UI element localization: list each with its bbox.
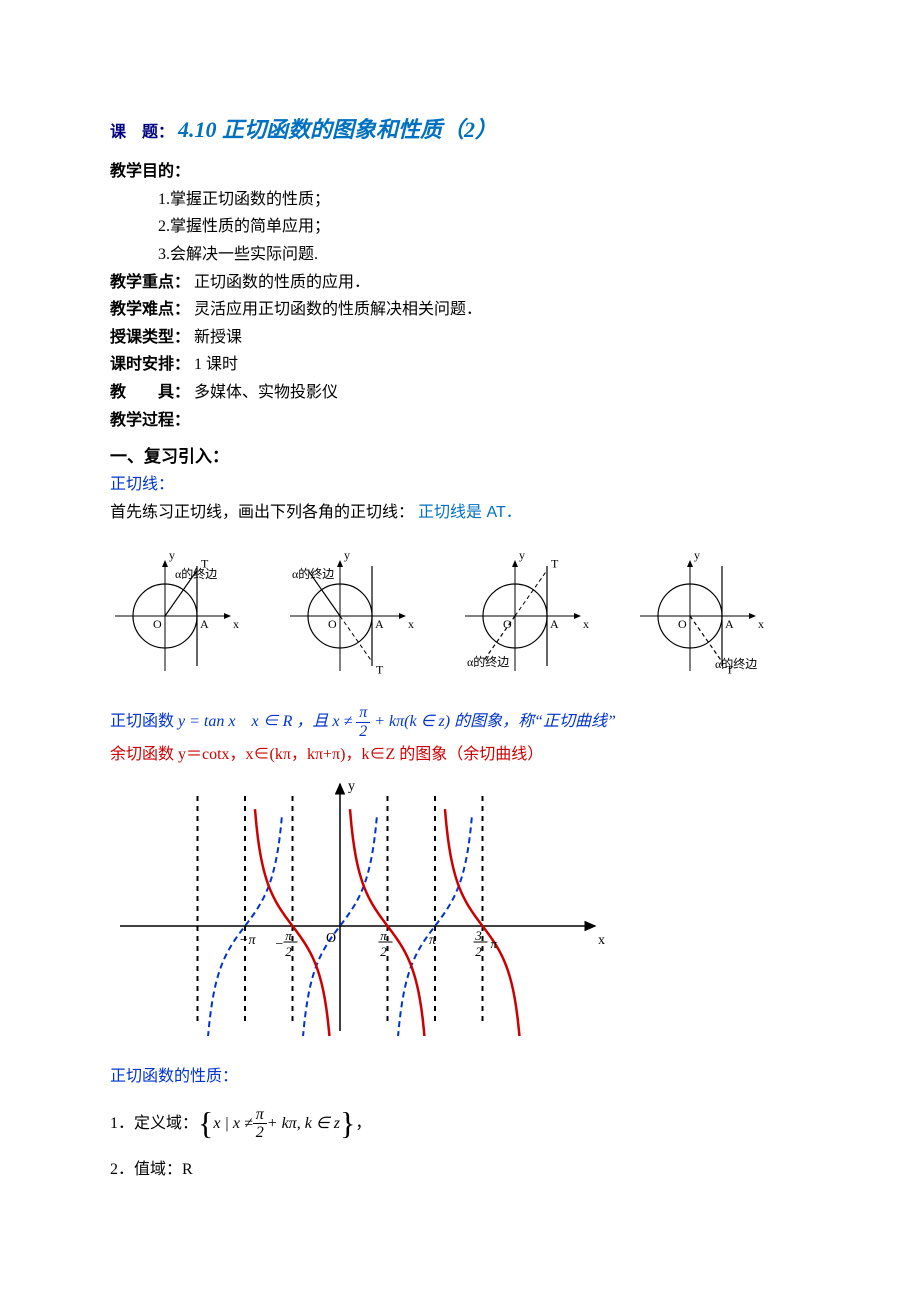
svg-text:x: x [233, 617, 239, 631]
prop1-suffix: + kπ, k ∈ z [267, 1111, 340, 1137]
tools-text: 多媒体、实物投影仪 [194, 384, 338, 401]
svg-text:π: π [491, 936, 498, 951]
svg-text:x: x [583, 617, 589, 631]
tangent-line-prefix: 首先练习正切线，画出下列各角的正切线： [110, 504, 414, 521]
svg-text:A: A [550, 617, 559, 631]
tan-prefix: 正切函数 [110, 713, 178, 730]
brace-right-icon: } [340, 1098, 355, 1149]
svg-text:T: T [551, 556, 559, 570]
cot-function-line: 余切函数 y＝cotx，x∈(kπ，kπ+π)，k∈Z 的图象（余切曲线） [110, 742, 810, 768]
key-text: 正切函数的性质的应用． [194, 274, 370, 291]
objective-2: 2.掌握性质的简单应用； [110, 214, 810, 240]
key-label: 教学重点： [110, 274, 190, 291]
lesson-type: 授课类型： 新授课 [110, 325, 810, 351]
prop1-comma: ， [355, 1111, 371, 1137]
type-label: 授课类型： [110, 329, 190, 346]
prop1-label: 1．定义域： [110, 1111, 198, 1137]
tools: 教 具： 多媒体、实物投影仪 [110, 380, 810, 406]
svg-text:y: y [694, 548, 700, 562]
periods-label: 课时安排： [110, 356, 190, 373]
review-heading: 一、复习引入： [110, 443, 810, 470]
svg-text:T: T [376, 662, 384, 676]
objective-1: 1.掌握正切函数的性质； [110, 187, 810, 213]
title-label: 课 题： [110, 124, 174, 141]
unit-circle-diagrams: yxOATα的终边yxOATα的终边yxOATα的终边yxOATα的终边 [110, 541, 810, 690]
svg-text:3: 3 [474, 928, 482, 943]
lesson-title: 课 题： 4.10 正切函数的图象和性质（2） [110, 112, 810, 147]
svg-text:y: y [169, 548, 175, 562]
svg-text:α的终边: α的终边 [175, 566, 217, 581]
svg-text:O: O [326, 931, 336, 946]
teaching-key: 教学重点： 正切函数的性质的应用． [110, 270, 810, 296]
tangent-line-label: 正切线： [110, 472, 810, 498]
svg-text:π: π [285, 928, 292, 943]
cot-chart-svg: yx−π−π2Oπ2π32π [110, 776, 610, 1036]
cot-tan-chart: yx−π−π2Oπ2π32π [110, 776, 810, 1045]
svg-text:x: x [408, 617, 414, 631]
svg-text:O: O [328, 617, 337, 631]
properties-heading: 正切函数的性质： [110, 1064, 810, 1090]
tan-eq: y = tan x x ∈ R ，且 x ≠ [178, 713, 356, 730]
svg-text:A: A [725, 617, 734, 631]
objective-3: 3.会解决一些实际问题. [110, 242, 810, 268]
type-text: 新授课 [194, 329, 242, 346]
svg-text:x: x [758, 617, 764, 631]
svg-text:π: π [380, 928, 387, 943]
periods-text: 1 课时 [194, 356, 238, 373]
difficulty-label: 教学难点： [110, 301, 190, 318]
svg-text:α的终边: α的终边 [715, 656, 757, 671]
brace-left-icon: { [198, 1098, 213, 1149]
svg-text:y: y [519, 548, 525, 562]
svg-text:O: O [678, 617, 687, 631]
svg-text:y: y [344, 548, 350, 562]
svg-text:2: 2 [285, 944, 292, 959]
svg-text:−: − [275, 937, 284, 952]
difficulty-text: 灵活应用正切函数的性质解决相关问题． [194, 301, 482, 318]
svg-text:2: 2 [475, 944, 482, 959]
svg-text:A: A [375, 617, 384, 631]
svg-text:y: y [348, 779, 355, 794]
svg-text:−π: −π [239, 933, 256, 948]
svg-text:O: O [503, 617, 512, 631]
tools-label: 教 具： [110, 384, 190, 401]
periods: 课时安排： 1 课时 [110, 352, 810, 378]
objectives-heading: 教学目的： [110, 159, 810, 185]
svg-text:2: 2 [380, 944, 387, 959]
svg-text:π: π [429, 933, 437, 948]
svg-text:α的终边: α的终边 [467, 654, 509, 669]
tangent-line-text: 首先练习正切线，画出下列各角的正切线： 正切线是 AT． [110, 500, 810, 526]
property-range: 2．值域：R [110, 1157, 810, 1183]
tangent-line-at: 正切线是 AT． [418, 504, 522, 521]
tan-suffix: + kπ(k ∈ z) 的图象，称“正切曲线” [374, 713, 616, 730]
title-text: 4.10 正切函数的图象和性质（2） [178, 117, 497, 142]
svg-text:α的终边: α的终边 [292, 566, 334, 581]
property-domain: 1．定义域： { x | x ≠ π2 + kπ, k ∈ z } ， [110, 1098, 810, 1149]
svg-text:O: O [153, 617, 162, 631]
tan-function-line: 正切函数 y = tan x x ∈ R ，且 x ≠ π2 + kπ(k ∈ … [110, 704, 810, 740]
svg-text:A: A [200, 617, 209, 631]
svg-text:x: x [598, 933, 605, 948]
prop1-prefix: x | x ≠ [213, 1111, 252, 1137]
unit-circles-svg: yxOATα的终边yxOATα的终边yxOATα的终边yxOATα的终边 [110, 541, 810, 681]
process-label: 教学过程： [110, 408, 810, 434]
teaching-difficulty: 教学难点： 灵活应用正切函数的性质解决相关问题． [110, 297, 810, 323]
